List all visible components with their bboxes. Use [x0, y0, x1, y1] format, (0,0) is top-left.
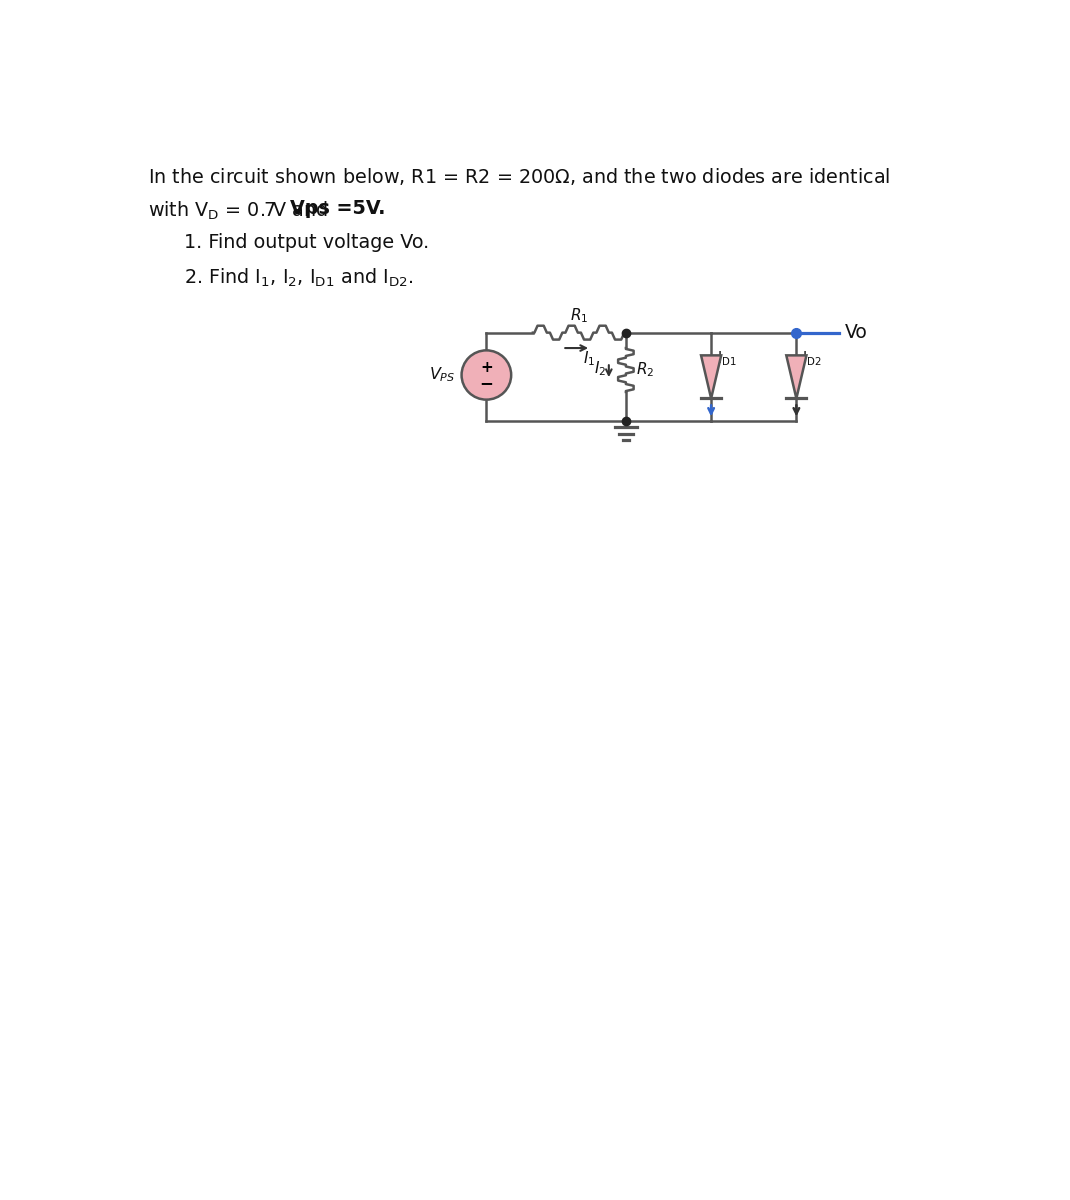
Text: In the circuit shown below, R1 = R2 = 200$\mathregular{\Omega}$, and the two dio: In the circuit shown below, R1 = R2 = 20… — [148, 166, 890, 186]
Polygon shape — [786, 355, 807, 398]
Text: $I_2$: $I_2$ — [594, 359, 606, 378]
Text: Vps =5V.: Vps =5V. — [290, 199, 386, 218]
Text: Vo: Vo — [845, 323, 868, 342]
Text: −: − — [479, 374, 493, 392]
Text: 2. Find I$_\mathregular{1}$, I$_\mathregular{2}$, I$_\mathregular{D1}$ and I$_\m: 2. Find I$_\mathregular{1}$, I$_\mathreg… — [184, 268, 414, 289]
Text: 1. Find output voltage Vo.: 1. Find output voltage Vo. — [184, 233, 429, 252]
Text: $V_{\mathregular{PS}}$: $V_{\mathregular{PS}}$ — [429, 366, 456, 384]
Circle shape — [461, 350, 511, 400]
Text: I$_\mathregular{D1}$: I$_\mathregular{D1}$ — [717, 349, 736, 368]
Polygon shape — [701, 355, 721, 398]
Text: with V$_\mathregular{D}$ = 0.7V and: with V$_\mathregular{D}$ = 0.7V and — [148, 199, 330, 222]
Text: $I_1$: $I_1$ — [583, 349, 596, 367]
Text: +: + — [480, 360, 493, 374]
Text: I$_\mathregular{D2}$: I$_\mathregular{D2}$ — [801, 349, 822, 368]
Text: $R_1$: $R_1$ — [570, 306, 589, 325]
Text: $R_2$: $R_2$ — [636, 361, 654, 379]
